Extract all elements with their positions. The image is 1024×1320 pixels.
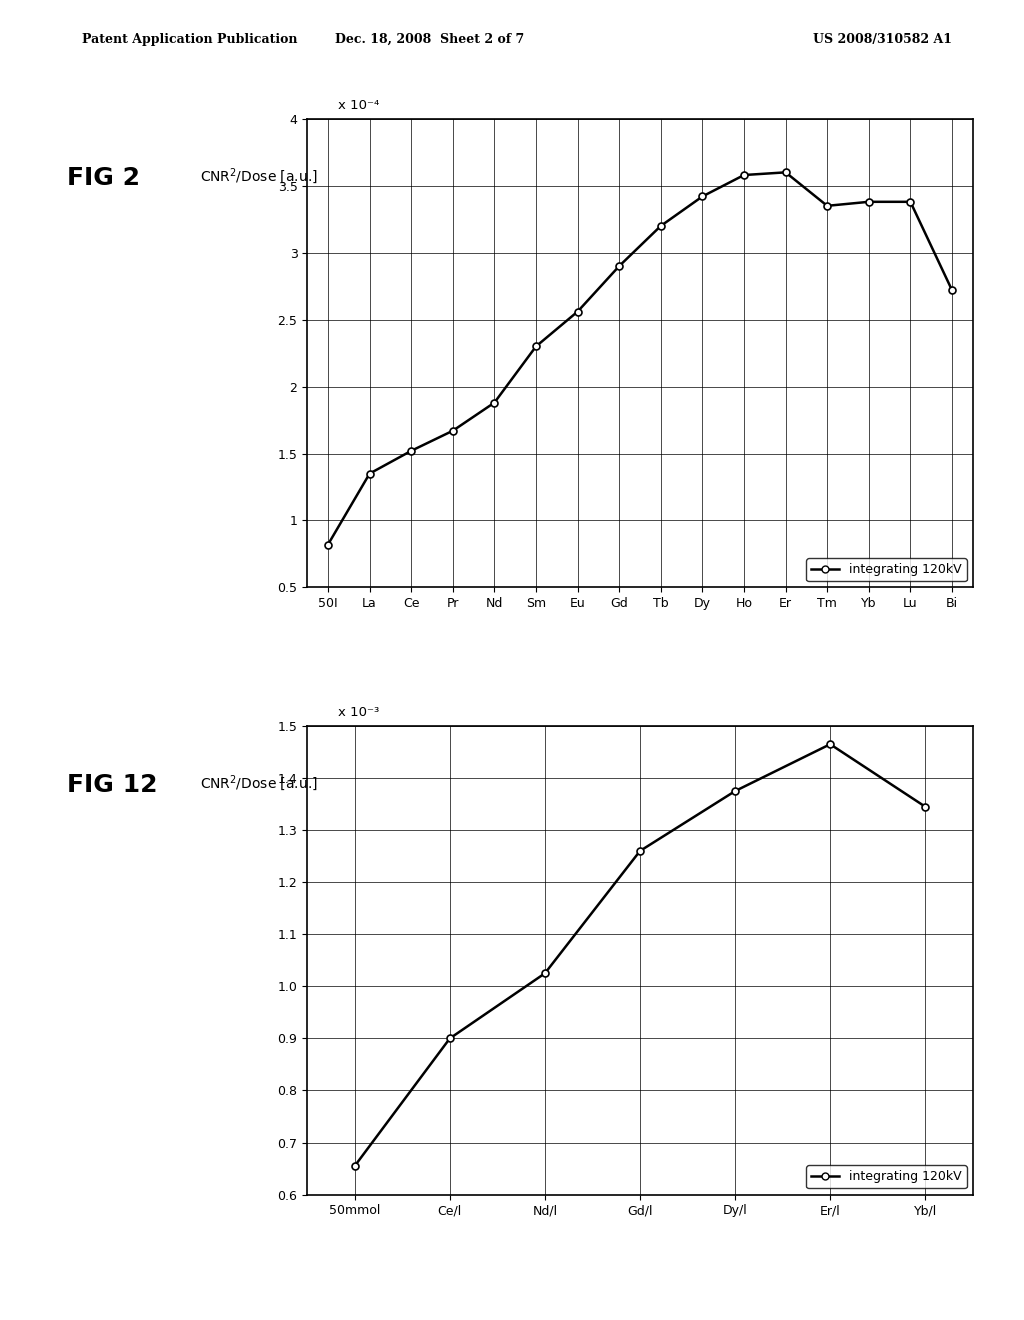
Legend: integrating 120kV: integrating 120kV [807, 558, 967, 581]
Text: US 2008/310582 A1: US 2008/310582 A1 [813, 33, 952, 46]
Text: Patent Application Publication: Patent Application Publication [82, 33, 297, 46]
Text: x 10⁻⁴: x 10⁻⁴ [338, 99, 379, 112]
Text: CNR$^2$/Dose [a.u.]: CNR$^2$/Dose [a.u.] [200, 774, 317, 793]
Text: FIG 2: FIG 2 [67, 165, 139, 190]
Text: FIG 12: FIG 12 [67, 774, 157, 797]
Legend: integrating 120kV: integrating 120kV [807, 1166, 967, 1188]
Text: Dec. 18, 2008  Sheet 2 of 7: Dec. 18, 2008 Sheet 2 of 7 [336, 33, 524, 46]
Text: x 10⁻³: x 10⁻³ [338, 706, 379, 719]
Text: CNR$^2$/Dose [a.u.]: CNR$^2$/Dose [a.u.] [200, 165, 317, 186]
